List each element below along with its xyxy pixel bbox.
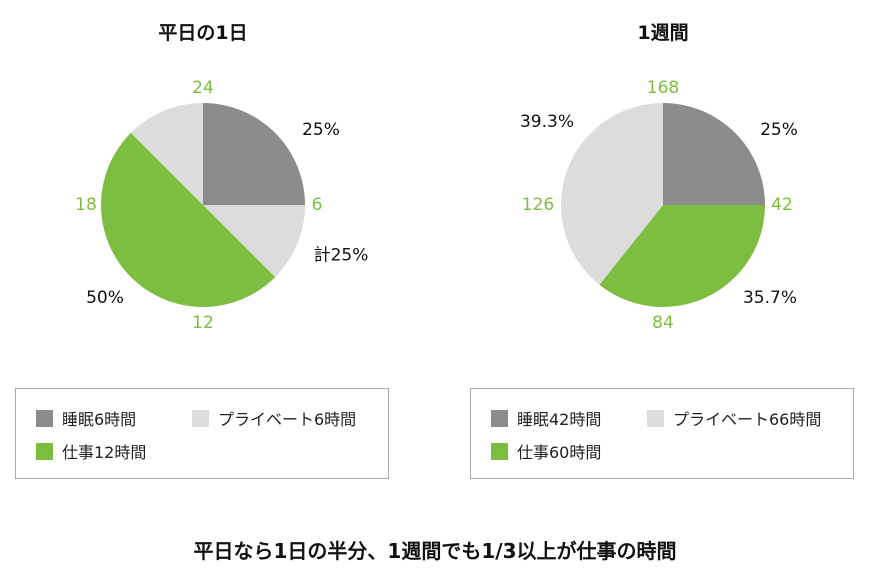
legend-label: 仕事60時間 xyxy=(517,443,602,462)
chart-title-weekday: 平日の1日 xyxy=(158,22,248,44)
footer-caption: 平日なら1日の半分、1週間でも1/3以上が仕事の時間 xyxy=(193,539,677,563)
pie-weekday xyxy=(101,103,305,307)
legend-label: 睡眠42時間 xyxy=(517,410,602,429)
pie-slice-private xyxy=(203,205,305,278)
tick-label: 24 xyxy=(192,78,214,98)
legend-item-sleep: 睡眠42時間 xyxy=(491,406,601,430)
pie-slice-work xyxy=(599,205,766,308)
percent-label: 35.7% xyxy=(742,288,798,308)
legend-item-private: プライベート6時間 xyxy=(192,406,356,430)
percent-label: 25% xyxy=(302,120,340,140)
percent-label: 50% xyxy=(86,288,124,308)
percent-label: 39.3% xyxy=(519,112,575,132)
legend-item-work: 仕事12時間 xyxy=(36,439,146,463)
tick-label: 12 xyxy=(192,313,214,333)
legend-label: プライベート66時間 xyxy=(673,410,822,429)
chart-title-week: 1週間 xyxy=(637,22,689,44)
percent-label: 計25% xyxy=(313,245,369,266)
swatch xyxy=(192,409,209,427)
tick-label: 84 xyxy=(652,313,674,333)
percent-label: 25% xyxy=(760,120,798,140)
tick-label: 6 xyxy=(311,195,323,215)
legend-item-sleep: 睡眠6時間 xyxy=(36,406,136,430)
pie-slice-sleep xyxy=(203,103,305,205)
legend-weekday: 睡眠6時間 プライベート6時間 仕事12時間 xyxy=(15,388,389,479)
swatch xyxy=(491,409,508,427)
pie-week xyxy=(561,103,766,308)
tick-label: 18 xyxy=(75,195,97,215)
swatch xyxy=(491,442,508,460)
pie-slice-private xyxy=(561,103,663,285)
swatch xyxy=(36,442,53,460)
legend-label: 睡眠6時間 xyxy=(62,410,137,429)
legend-label: 仕事12時間 xyxy=(62,443,147,462)
tick-label: 126 xyxy=(521,195,555,215)
pie-slice-private xyxy=(130,103,203,205)
swatch xyxy=(647,409,664,427)
legend-item-private: プライベート66時間 xyxy=(647,406,821,430)
tick-label: 42 xyxy=(771,195,793,215)
pie-slice-sleep xyxy=(663,103,765,205)
legend-label: プライベート6時間 xyxy=(218,410,357,429)
tick-label: 168 xyxy=(646,78,680,98)
legend-week: 睡眠42時間 プライベート66時間 仕事60時間 xyxy=(470,388,854,479)
legend-item-work: 仕事60時間 xyxy=(491,439,601,463)
pie-slice-work xyxy=(101,132,276,307)
swatch xyxy=(36,409,53,427)
